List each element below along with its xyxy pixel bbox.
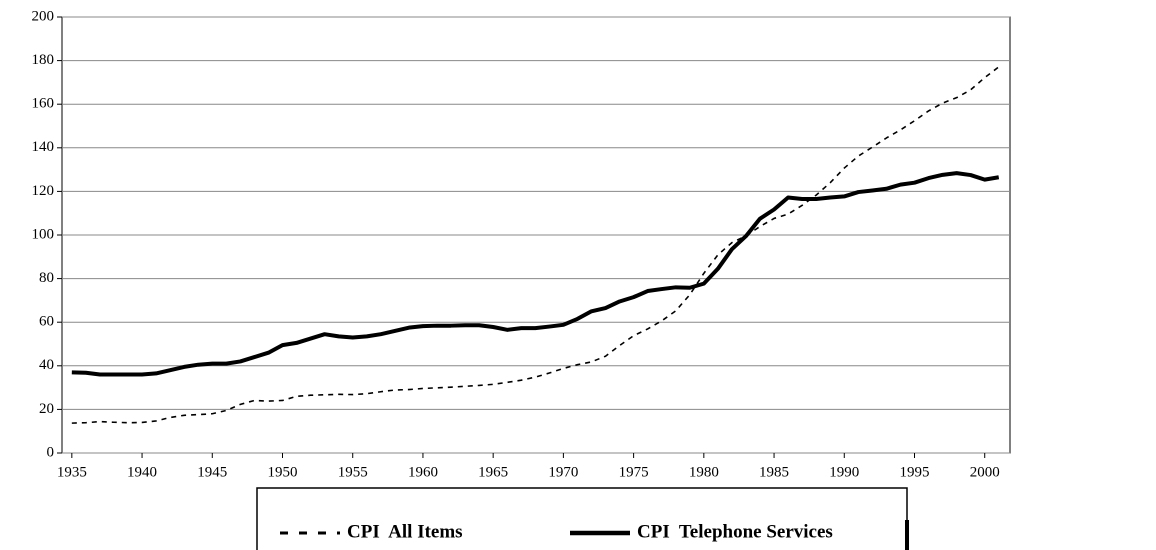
y-tick-label: 120	[32, 183, 55, 199]
x-tick-label: 1935	[57, 464, 87, 480]
y-tick-label: 40	[39, 357, 54, 373]
legend: CPI All Items CPI Telephone Services	[256, 487, 909, 550]
x-tick-label: 2000	[970, 464, 1000, 480]
x-tick-label: 1970	[548, 464, 578, 480]
x-tick-label: 1960	[408, 464, 438, 480]
series-line	[71, 171, 1000, 377]
y-tick-label: 180	[32, 52, 55, 68]
legend-label: CPI All Items	[347, 521, 463, 542]
x-tick-label: 1945	[197, 464, 227, 480]
y-tick-label: 80	[39, 270, 54, 286]
legend-label: CPI Telephone Services	[637, 521, 833, 542]
x-tick-label: 1955	[338, 464, 368, 480]
y-tick-label: 140	[32, 139, 55, 155]
x-tick-label: 1995	[899, 464, 929, 480]
y-tick-label: 200	[32, 8, 55, 24]
y-tick-label: 0	[47, 444, 55, 460]
x-tick-label: 1980	[689, 464, 719, 480]
series-line	[71, 66, 1000, 424]
y-tick-label: 160	[32, 96, 55, 112]
y-tick-label: 60	[39, 314, 54, 330]
x-tick-label: 1940	[127, 464, 157, 480]
x-tick-label: 1965	[478, 464, 508, 480]
x-tick-label: 1975	[619, 464, 649, 480]
x-tick-label: 1950	[267, 464, 297, 480]
y-tick-label: 100	[32, 226, 55, 242]
x-tick-label: 1990	[829, 464, 859, 480]
x-tick-label: 1985	[759, 464, 789, 480]
y-tick-label: 20	[39, 401, 54, 417]
